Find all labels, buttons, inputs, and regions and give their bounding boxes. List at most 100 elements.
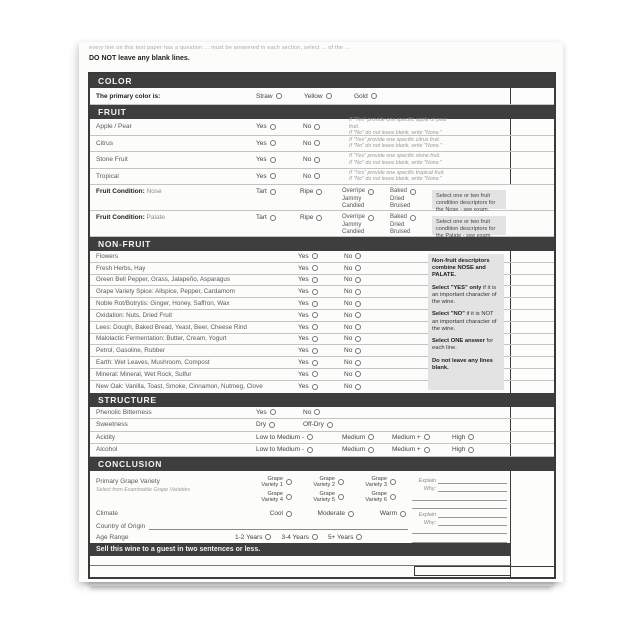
why-label: Why: bbox=[423, 486, 436, 493]
age-5plus-radio[interactable] bbox=[356, 534, 363, 541]
yes-radio[interactable] bbox=[311, 324, 318, 331]
conclusion-section: Primary Grape Variety Select from Examin… bbox=[90, 470, 554, 577]
no-radio[interactable] bbox=[314, 173, 321, 180]
dry-radio[interactable] bbox=[269, 421, 276, 428]
grape-variety-6-radio[interactable] bbox=[390, 493, 396, 500]
yes-radio[interactable] bbox=[311, 371, 318, 378]
grape-variety-2-radio[interactable] bbox=[338, 478, 344, 485]
no-radio[interactable] bbox=[314, 123, 321, 130]
gold-radio[interactable] bbox=[370, 93, 377, 99]
medium-radio[interactable] bbox=[368, 446, 375, 453]
high-radio[interactable] bbox=[468, 434, 475, 441]
yes-radio[interactable] bbox=[311, 359, 318, 366]
row-apple-pear: Apple / Pear Yes No If "Yes" provide one… bbox=[90, 117, 554, 136]
no-radio[interactable] bbox=[355, 288, 362, 295]
overripe-radio[interactable] bbox=[368, 214, 375, 221]
medium-plus-radio[interactable] bbox=[423, 434, 430, 441]
no-radio[interactable] bbox=[355, 359, 362, 366]
no-label: No bbox=[303, 172, 312, 180]
yes-radio[interactable] bbox=[311, 335, 318, 342]
score-box bbox=[510, 88, 554, 104]
no-radio[interactable] bbox=[355, 265, 362, 272]
overripe-radio[interactable] bbox=[368, 188, 375, 195]
score-box bbox=[510, 431, 554, 444]
yes-radio[interactable] bbox=[311, 265, 318, 272]
no-radio[interactable] bbox=[314, 409, 321, 416]
option-straw-label: Straw bbox=[256, 92, 273, 100]
age-range-row: Age Range 1-2 Years 3-4 Years 5+ Years bbox=[90, 532, 412, 543]
ripe-radio[interactable] bbox=[316, 188, 323, 195]
yes-radio[interactable] bbox=[269, 123, 276, 130]
no-radio[interactable] bbox=[355, 276, 362, 283]
tart-radio[interactable] bbox=[269, 188, 276, 195]
no-radio[interactable] bbox=[355, 383, 362, 390]
yes-radio[interactable] bbox=[269, 140, 276, 147]
row-sweetness: Sweetness Dry Off-Dry bbox=[90, 419, 554, 432]
yes-radio[interactable] bbox=[269, 409, 276, 416]
yes-radio[interactable] bbox=[311, 300, 318, 307]
no-radio[interactable] bbox=[314, 140, 321, 147]
straw-radio[interactable] bbox=[275, 93, 282, 99]
yes-radio[interactable] bbox=[311, 288, 318, 295]
condition-note-palate: Select one or two fruit condition descri… bbox=[432, 216, 506, 239]
row-label: Petrol, Gasoline, Rubber bbox=[96, 347, 165, 355]
age-3-4-radio[interactable] bbox=[311, 534, 318, 541]
yellow-radio[interactable] bbox=[325, 93, 332, 99]
row-acidity: Acidity Low to Medium - Medium Medium + … bbox=[90, 431, 554, 445]
age-range-label: Age Range bbox=[96, 533, 129, 541]
row-phenolic-bitterness: Phenolic Bitterness Yes No bbox=[90, 406, 554, 420]
row-malolactic: Malolactic Fermentation: Butter, Cream, … bbox=[90, 333, 554, 346]
row-notes: If "Yes" provide one specific citrus fru… bbox=[349, 136, 442, 150]
grape-variety-4-radio[interactable] bbox=[286, 493, 292, 500]
explain-why-column: Explain Why: Explain Why: bbox=[412, 474, 510, 543]
no-radio[interactable] bbox=[355, 371, 362, 378]
score-box bbox=[510, 119, 554, 135]
cool-radio[interactable] bbox=[286, 510, 292, 517]
baked-radio[interactable] bbox=[410, 188, 417, 195]
grape-variety-3-radio[interactable] bbox=[390, 478, 396, 485]
baked-radio[interactable] bbox=[410, 214, 417, 221]
yes-radio[interactable] bbox=[269, 173, 276, 180]
sell-wine-bar: Sell this wine to a guest in two sentenc… bbox=[90, 542, 510, 556]
climate-row: Climate Cool Moderate Warm bbox=[90, 508, 412, 520]
write-line bbox=[438, 484, 507, 493]
ripe-label: Ripe bbox=[300, 188, 314, 195]
no-radio[interactable] bbox=[355, 347, 362, 354]
grape-variety-5-radio[interactable] bbox=[338, 493, 344, 500]
yes-radio[interactable] bbox=[269, 156, 276, 163]
row-lees: Lees: Dough, Baked Bread, Yeast, Beer, C… bbox=[90, 321, 554, 334]
score-box bbox=[510, 345, 554, 357]
no-radio[interactable] bbox=[355, 312, 362, 319]
high-radio[interactable] bbox=[468, 446, 475, 453]
no-radio[interactable] bbox=[355, 300, 362, 307]
low-medium-radio[interactable] bbox=[307, 434, 314, 441]
no-radio[interactable] bbox=[355, 253, 362, 260]
age-1-2-radio[interactable] bbox=[265, 534, 272, 541]
yes-radio[interactable] bbox=[311, 312, 318, 319]
yes-radio[interactable] bbox=[311, 347, 318, 354]
medium-radio[interactable] bbox=[368, 434, 375, 441]
row-label: Oxidation: Nuts, Dried Fruit bbox=[96, 311, 172, 319]
row-label: New Oak: Vanilla, Toast, Smoke, Cinnamon… bbox=[96, 383, 263, 391]
no-radio[interactable] bbox=[355, 335, 362, 342]
off-dry-radio[interactable] bbox=[326, 421, 333, 428]
warm-radio[interactable] bbox=[400, 510, 406, 517]
medium-plus-radio[interactable] bbox=[423, 446, 430, 453]
grape-variety-1-radio[interactable] bbox=[286, 478, 292, 485]
conclusion-score-column bbox=[510, 470, 554, 577]
row-petrol: Petrol, Gasoline, Rubber Yes No bbox=[90, 345, 554, 358]
low-medium-radio[interactable] bbox=[307, 446, 314, 453]
row-fresh-herbs: Fresh Herbs, Hay Yes No bbox=[90, 262, 554, 275]
row-label: Citrus bbox=[96, 139, 113, 147]
row-label: Acidity bbox=[96, 433, 116, 441]
ripe-radio[interactable] bbox=[316, 214, 323, 221]
write-line bbox=[412, 501, 507, 510]
yes-radio[interactable] bbox=[311, 276, 318, 283]
tart-radio[interactable] bbox=[269, 214, 276, 221]
no-radio[interactable] bbox=[355, 324, 362, 331]
no-radio[interactable] bbox=[314, 156, 321, 163]
yes-radio[interactable] bbox=[311, 253, 318, 260]
yes-radio[interactable] bbox=[311, 383, 318, 390]
moderate-radio[interactable] bbox=[348, 510, 354, 517]
non-fruit-instructions-box: Non-fruit descriptors combine NOSE and P… bbox=[428, 254, 504, 390]
